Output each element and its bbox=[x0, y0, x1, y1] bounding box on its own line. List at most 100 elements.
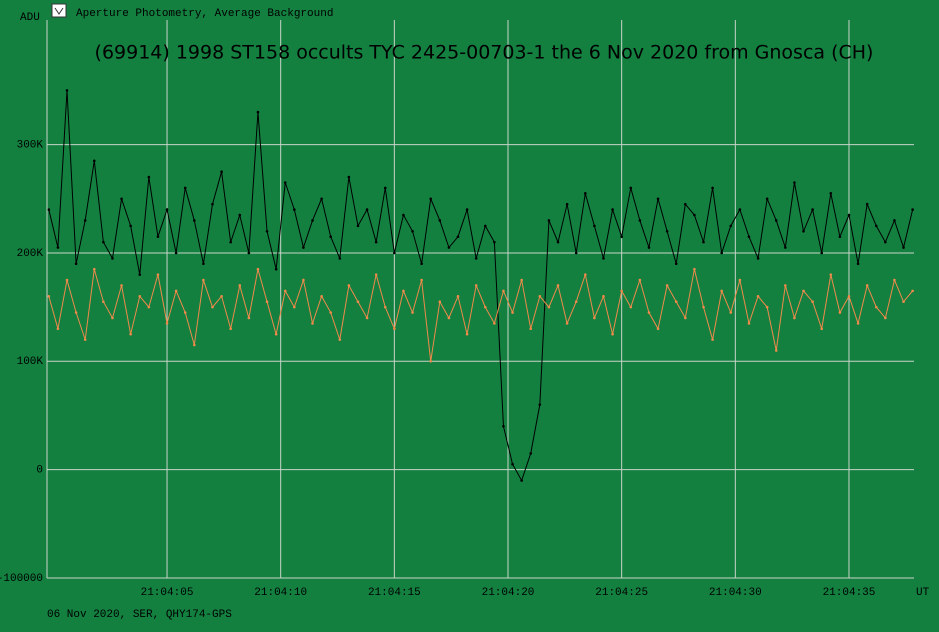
data-point bbox=[820, 251, 824, 255]
header: Aperture Photometry, Average Background bbox=[76, 8, 333, 20]
data-point bbox=[784, 284, 787, 287]
data-point bbox=[65, 278, 69, 282]
data-point bbox=[483, 224, 487, 228]
data-point bbox=[247, 316, 251, 320]
data-point bbox=[238, 213, 242, 217]
data-point bbox=[565, 322, 569, 325]
data-point bbox=[129, 332, 132, 336]
data-point bbox=[147, 305, 151, 309]
series-line bbox=[48, 269, 914, 362]
data-point bbox=[538, 403, 542, 406]
data-point bbox=[665, 229, 669, 233]
data-point bbox=[647, 311, 651, 314]
data-point bbox=[102, 300, 105, 304]
data-point bbox=[656, 327, 660, 331]
data-point bbox=[729, 224, 733, 228]
data-point bbox=[520, 479, 523, 482]
data-point bbox=[465, 332, 469, 336]
data-point bbox=[811, 208, 814, 211]
data-point bbox=[174, 251, 178, 255]
data-point bbox=[747, 322, 751, 325]
data-point bbox=[674, 262, 678, 266]
data-point bbox=[602, 257, 605, 260]
data-point bbox=[511, 311, 514, 314]
data-point bbox=[74, 311, 78, 314]
x-axis-label: UT bbox=[916, 587, 930, 599]
data-point bbox=[756, 257, 760, 260]
data-point bbox=[274, 332, 278, 336]
data-point bbox=[211, 305, 214, 309]
data-point bbox=[493, 240, 496, 244]
data-point bbox=[647, 246, 651, 249]
data-point bbox=[884, 240, 887, 244]
data-point bbox=[456, 235, 460, 238]
data-point bbox=[65, 89, 69, 92]
data-point bbox=[565, 202, 569, 206]
data-point bbox=[774, 219, 778, 222]
data-point bbox=[429, 197, 433, 201]
y-tick-label: 100K bbox=[17, 356, 44, 368]
data-point bbox=[183, 186, 187, 190]
data-point bbox=[884, 316, 887, 320]
data-point bbox=[520, 278, 523, 282]
data-point bbox=[856, 262, 860, 266]
data-point bbox=[47, 208, 51, 211]
app-icon bbox=[51, 3, 67, 18]
data-point bbox=[447, 246, 451, 249]
data-point bbox=[738, 208, 742, 211]
data-point bbox=[229, 240, 232, 244]
data-point bbox=[365, 316, 369, 320]
data-point bbox=[311, 219, 314, 222]
data-point bbox=[183, 311, 187, 314]
data-point bbox=[765, 197, 769, 201]
data-point bbox=[420, 278, 423, 282]
data-point bbox=[302, 278, 305, 282]
data-point bbox=[274, 267, 278, 271]
data-point bbox=[502, 425, 505, 428]
data-point bbox=[220, 294, 223, 298]
data-point bbox=[838, 235, 842, 238]
x-tick-label: 21:04:05 bbox=[141, 587, 194, 599]
data-point bbox=[102, 240, 105, 244]
data-point bbox=[865, 202, 869, 206]
data-point bbox=[856, 322, 860, 325]
data-point bbox=[638, 278, 642, 282]
data-point bbox=[529, 452, 533, 455]
data-point bbox=[793, 181, 796, 184]
data-point bbox=[474, 257, 478, 260]
data-point bbox=[638, 219, 642, 222]
chart-title: (69914) 1998 ST158 occults TYC 2425-0070… bbox=[95, 42, 874, 64]
data-point bbox=[811, 300, 814, 304]
data-point bbox=[702, 305, 705, 309]
data-point bbox=[302, 246, 305, 249]
data-point bbox=[574, 300, 578, 304]
data-point bbox=[447, 316, 451, 320]
data-point bbox=[847, 213, 851, 217]
data-point bbox=[393, 251, 396, 255]
data-point bbox=[620, 235, 623, 238]
data-point bbox=[529, 327, 533, 331]
data-point bbox=[829, 192, 833, 195]
data-point bbox=[202, 262, 205, 266]
data-point bbox=[293, 208, 296, 211]
data-point bbox=[865, 284, 869, 287]
data-point bbox=[92, 267, 96, 271]
data-point bbox=[765, 305, 769, 309]
data-point bbox=[83, 338, 87, 341]
data-point bbox=[329, 311, 332, 314]
data-point bbox=[156, 273, 160, 276]
y-tick-label: 300K bbox=[17, 140, 44, 152]
data-point bbox=[893, 219, 896, 222]
data-point bbox=[56, 327, 60, 331]
data-point bbox=[547, 305, 551, 309]
data-point bbox=[374, 273, 378, 276]
data-point bbox=[120, 284, 123, 287]
data-point bbox=[347, 284, 351, 287]
data-point bbox=[620, 289, 623, 293]
data-point bbox=[747, 235, 751, 238]
data-point bbox=[174, 289, 178, 293]
data-point bbox=[293, 305, 296, 309]
data-point bbox=[656, 197, 660, 201]
data-point bbox=[629, 186, 633, 190]
